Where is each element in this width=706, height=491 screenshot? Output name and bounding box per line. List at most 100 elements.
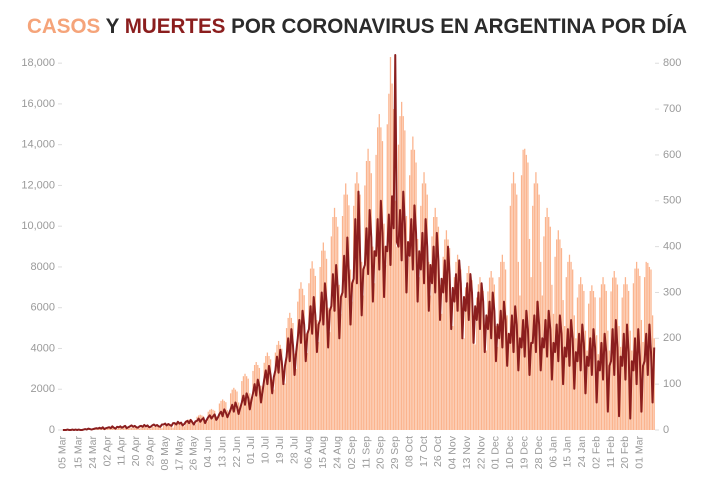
bar: [250, 400, 253, 430]
bar: [349, 269, 352, 430]
bar: [635, 261, 638, 430]
y-tick-label: 2000: [31, 383, 55, 395]
x-tick-label: 28 Jul: [288, 436, 300, 464]
bar: [476, 297, 478, 430]
bar: [592, 291, 595, 430]
bar: [383, 223, 385, 430]
bar: [426, 194, 428, 430]
bar: [274, 352, 277, 430]
bar: [343, 194, 345, 430]
title-part: POR CORONAVIRUS EN ARGENTINA POR DÍA: [231, 15, 687, 38]
bar: [146, 427, 149, 430]
bar: [162, 425, 165, 430]
bar: [466, 273, 468, 430]
bar: [295, 368, 297, 430]
x-tick-label: 17 May: [173, 435, 185, 470]
bar: [209, 409, 211, 430]
bar: [519, 295, 521, 430]
bar: [268, 356, 270, 430]
x-tick-label: 13 Nov: [461, 435, 473, 469]
bar: [575, 338, 577, 430]
bar: [397, 144, 400, 430]
bar: [282, 371, 285, 430]
bar: [166, 425, 168, 430]
x-tick-label: 04 Jun: [202, 436, 214, 468]
bar: [167, 425, 169, 430]
bar: [653, 338, 655, 430]
bar: [490, 271, 492, 430]
bar: [118, 427, 120, 430]
bar: [495, 326, 497, 430]
y-tick-label: 10,000: [21, 220, 55, 232]
bar: [640, 319, 643, 430]
bar: [533, 183, 535, 430]
bar: [186, 419, 189, 430]
x-tick-label: 06 Aug: [303, 436, 315, 469]
y2-tick-label: 500: [663, 195, 681, 207]
bar: [252, 370, 254, 430]
y2-tick-label: 800: [663, 57, 681, 69]
x-tick-label: 08 Oct: [403, 436, 415, 467]
bar: [378, 114, 380, 430]
y2-tick-label: 200: [663, 332, 681, 344]
bar: [468, 265, 470, 430]
x-tick-label: 29 Sep: [389, 436, 401, 469]
bar: [402, 116, 404, 431]
x-tick-label: 20 Apr: [130, 435, 142, 466]
bar: [159, 427, 161, 430]
bar: [290, 317, 293, 430]
y2-tick-label: 700: [663, 103, 681, 115]
bar: [217, 418, 219, 430]
bar: [137, 428, 139, 430]
bar: [460, 269, 462, 430]
bar: [196, 416, 198, 430]
bar: [453, 277, 456, 430]
y-tick-label: 6000: [31, 302, 55, 314]
bar: [341, 216, 344, 430]
bar: [119, 427, 121, 430]
bar: [316, 319, 318, 430]
bar: [303, 295, 305, 430]
bar: [214, 410, 216, 430]
bar: [463, 338, 465, 430]
x-tick-label: 04 Nov: [447, 435, 459, 469]
bar: [154, 426, 157, 430]
bar: [479, 277, 481, 430]
bar: [458, 261, 460, 430]
bar: [284, 383, 286, 430]
bar: [557, 230, 559, 430]
bar: [380, 127, 382, 431]
bar: [346, 194, 348, 430]
bar: [273, 389, 275, 430]
bar: [293, 353, 296, 430]
bar: [325, 258, 328, 430]
bar: [322, 242, 324, 430]
bar: [113, 427, 115, 430]
bar: [265, 356, 267, 430]
bar: [564, 326, 566, 430]
x-tick-label: 11 Apr: [116, 435, 128, 465]
bar: [175, 423, 177, 430]
bar: [424, 183, 427, 430]
bar: [311, 261, 313, 430]
x-tick-label: 01 Dec: [490, 436, 502, 469]
bar: [194, 424, 197, 430]
bar: [410, 149, 412, 430]
bar: [546, 207, 548, 430]
x-tick-label: 26 Oct: [432, 436, 444, 467]
bar: [156, 426, 158, 430]
x-tick-label: 24 Mar: [87, 436, 99, 469]
bar: [429, 295, 432, 430]
bar: [492, 277, 494, 430]
y2-tick-label: 300: [663, 286, 681, 298]
title-part: Y: [106, 15, 120, 38]
x-tick-label: 24 Jan: [576, 436, 588, 468]
bar: [172, 427, 174, 430]
x-tick-label: 28 Dec: [533, 436, 545, 469]
x-tick-label: 02 Sep: [346, 436, 358, 469]
bar: [215, 416, 217, 430]
bar: [373, 283, 376, 430]
bar: [405, 216, 408, 430]
bar: [370, 173, 372, 430]
